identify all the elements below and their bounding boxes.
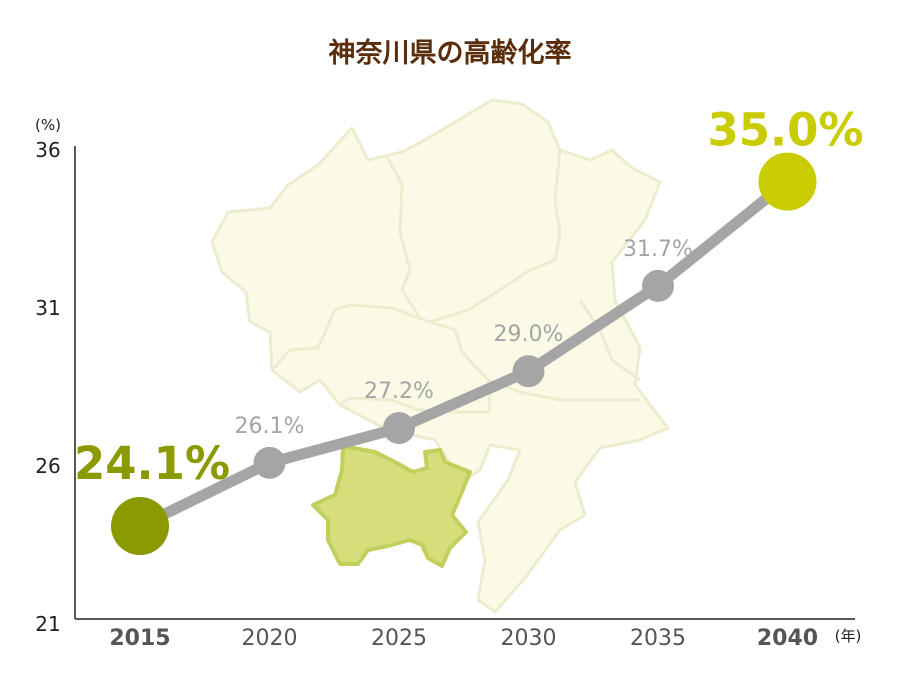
map-boundary [429, 149, 562, 324]
data-point [642, 269, 674, 302]
map-boundary [386, 157, 422, 319]
x-tick-label: 2030 [501, 626, 557, 651]
map-region-outline [210, 98, 670, 614]
x-tick-label: 2040 [757, 626, 818, 651]
y-axis-unit: (%) [35, 116, 61, 134]
data-point [512, 355, 545, 388]
y-tick-label: 21 [35, 612, 60, 636]
series-line [134, 176, 793, 532]
data-point [383, 412, 415, 445]
y-tick-label: 36 [35, 138, 60, 162]
data-label: 24.1% [74, 437, 230, 490]
chart-title: 神奈川県の高齢化率 [329, 37, 572, 69]
data-point [253, 446, 286, 479]
y-ticks: 21 26 31 36 [35, 138, 60, 636]
data-labels-layer: 24.1%26.1% 27.2% 29.0% 31.7% 35.0% [74, 104, 864, 490]
data-point [758, 152, 817, 211]
x-tick-label: 2025 [371, 626, 427, 651]
x-axis-unit: (年) [835, 627, 862, 645]
y-tick-label: 31 [35, 296, 60, 320]
map-boundary [270, 303, 431, 372]
x-ticks: 2015 2020 2025 2030 2035 2040 [109, 626, 818, 651]
map-boundary [487, 378, 640, 402]
data-label: 27.2% [364, 379, 434, 404]
x-tick-label: 2035 [630, 626, 686, 651]
series-layer [134, 176, 793, 532]
data-label: 26.1% [235, 414, 305, 439]
data-label: 31.7% [623, 237, 693, 262]
x-tick-label: 2020 [242, 626, 298, 651]
map-boundary [339, 396, 490, 414]
background-map [210, 98, 670, 614]
data-label: 29.0% [494, 322, 564, 347]
data-label: 35.0% [707, 104, 863, 157]
x-tick-label: 2015 [109, 626, 170, 651]
y-tick-label: 26 [35, 454, 60, 478]
highlighted-area [311, 444, 472, 568]
points-layer [111, 152, 817, 556]
map-boundary [578, 299, 641, 382]
data-point [111, 497, 169, 556]
